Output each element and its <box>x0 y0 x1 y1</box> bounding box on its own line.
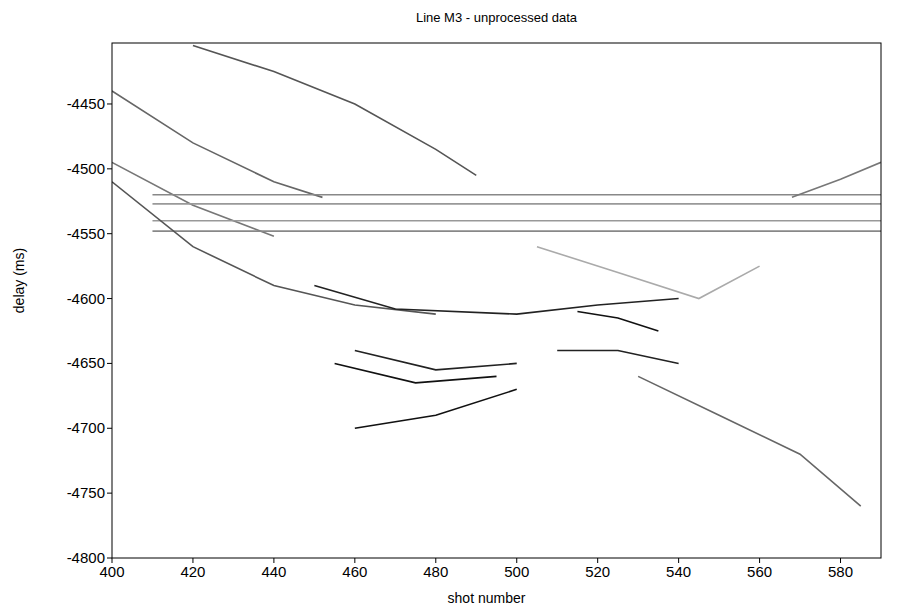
y-tick <box>107 298 112 299</box>
reflection-event <box>557 350 678 363</box>
reflection-event <box>152 230 881 232</box>
y-tick-label: -4450 <box>67 95 105 112</box>
chart: 400420440460480500520540560580-4450-4500… <box>0 0 897 611</box>
x-tick-label: 520 <box>585 563 610 580</box>
y-tick <box>107 558 112 559</box>
x-tick-label: 420 <box>180 563 205 580</box>
x-tick-label: 440 <box>261 563 286 580</box>
reflection-event <box>193 46 476 176</box>
reflection-event <box>577 312 658 331</box>
x-tick-label: 540 <box>666 563 691 580</box>
reflection-event <box>355 350 517 369</box>
y-tick-label: -4750 <box>67 484 105 501</box>
y-tick <box>107 233 112 234</box>
frame <box>112 43 881 558</box>
y-tick-label: -4550 <box>67 225 105 242</box>
y-tick <box>107 493 112 494</box>
x-tick-label: 580 <box>828 563 853 580</box>
reflection-event <box>152 194 881 196</box>
y-tick-label: -4600 <box>67 290 105 307</box>
y-tick-label: -4650 <box>67 354 105 371</box>
x-tick-label: 480 <box>423 563 448 580</box>
y-tick-label: -4800 <box>67 549 105 566</box>
y-tick <box>107 428 112 429</box>
title: Line M3 - unprocessed data <box>416 10 578 25</box>
reflection-event <box>152 220 881 222</box>
x-tick-label: 460 <box>342 563 367 580</box>
reflection-event <box>537 247 760 299</box>
reflection-event <box>792 162 881 197</box>
y-tick-label: -4500 <box>67 160 105 177</box>
reflection-event <box>112 162 274 236</box>
y-axis-title: delay (ms) <box>11 248 27 313</box>
reflection-event <box>112 182 436 314</box>
reflection-event <box>112 91 322 197</box>
y-tick <box>107 168 112 169</box>
x-tick-label: 560 <box>747 563 772 580</box>
reflection-event <box>152 203 881 205</box>
x-axis-title: shot number <box>448 590 526 606</box>
reflection-event <box>355 389 517 428</box>
reflection-event <box>638 376 861 506</box>
reflection-event <box>314 286 678 315</box>
y-tick <box>107 103 112 104</box>
y-tick <box>107 363 112 364</box>
x-tick-label: 500 <box>504 563 529 580</box>
plot-area <box>112 46 881 507</box>
y-tick-label: -4700 <box>67 419 105 436</box>
